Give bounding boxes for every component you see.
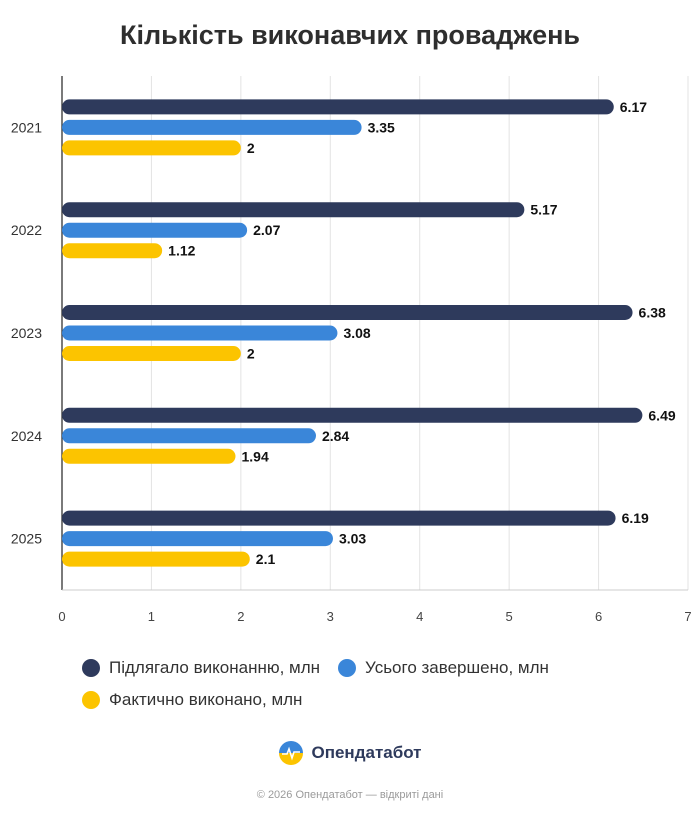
data-label: 3.03 — [339, 531, 366, 547]
bar — [62, 202, 525, 218]
bar — [62, 428, 316, 444]
data-label: 1.94 — [241, 448, 268, 464]
legend-item: Підлягало виконанню, млн — [82, 654, 320, 682]
data-label: 5.17 — [530, 202, 557, 218]
opendatabot-logo-icon — [279, 741, 304, 765]
x-tick-label: 5 — [506, 609, 513, 624]
legend-label: Усього завершено, млн — [365, 658, 549, 677]
category-label: 2025 — [11, 531, 42, 547]
bar — [62, 346, 241, 361]
legend-label: Фактично виконано, млн — [109, 690, 303, 709]
category-label: 2022 — [11, 222, 42, 238]
bar — [62, 407, 643, 423]
bar — [62, 510, 616, 526]
x-tick-label: 0 — [58, 609, 65, 624]
data-label: 3.08 — [343, 325, 370, 341]
x-tick-label: 6 — [595, 609, 602, 624]
bar — [62, 222, 248, 238]
bar — [62, 140, 241, 156]
bar — [62, 551, 250, 567]
bar — [62, 325, 338, 341]
bar — [62, 99, 614, 115]
bar — [62, 119, 362, 135]
x-tick-label: 7 — [684, 609, 691, 624]
brand: Опендатабот — [0, 740, 700, 766]
bar — [62, 243, 163, 259]
bar-chart: 0 1 2 3 4 5 6 7 2021 6.17 3.35 2 2022 5.17 2.07 1.12 202… — [11, 76, 692, 624]
data-label: 6.49 — [648, 407, 675, 423]
legend-item: Усього завершено, млн — [338, 654, 549, 682]
bar — [62, 305, 633, 320]
legend: Підлягало виконанню, млн Усього завершено… — [82, 654, 682, 718]
category-label: 2024 — [11, 428, 42, 444]
category-label: 2023 — [11, 325, 42, 341]
x-tick-label: 3 — [327, 609, 334, 624]
data-label: 2.1 — [256, 551, 276, 567]
data-label: 2.07 — [253, 222, 280, 238]
data-label: 6.38 — [639, 305, 666, 321]
data-label: 6.17 — [620, 99, 647, 115]
data-label: 3.35 — [368, 119, 395, 135]
x-tick-label: 1 — [148, 609, 155, 624]
bar — [62, 531, 333, 547]
legend-swatch — [82, 691, 100, 709]
legend-label: Підлягало виконанню, млн — [109, 658, 321, 677]
data-label: 6.19 — [622, 510, 649, 526]
data-label: 2 — [247, 140, 255, 156]
data-label: 1.12 — [168, 243, 195, 259]
legend-swatch — [82, 659, 100, 677]
data-label: 2.84 — [322, 428, 349, 444]
legend-swatch — [338, 659, 357, 677]
chart-title: Кількість виконавчих проваджень — [119, 20, 580, 50]
brand-name: Опендатабот — [311, 743, 422, 762]
footer-note: © 2026 Опендатабот — відкриті дані — [256, 789, 444, 801]
x-tick-label: 2 — [237, 609, 244, 624]
data-label: 2 — [247, 346, 255, 362]
bar — [62, 448, 236, 464]
x-tick-label: 4 — [416, 609, 423, 624]
category-label: 2021 — [11, 119, 42, 135]
legend-item: Фактично виконано, млн — [82, 686, 302, 714]
